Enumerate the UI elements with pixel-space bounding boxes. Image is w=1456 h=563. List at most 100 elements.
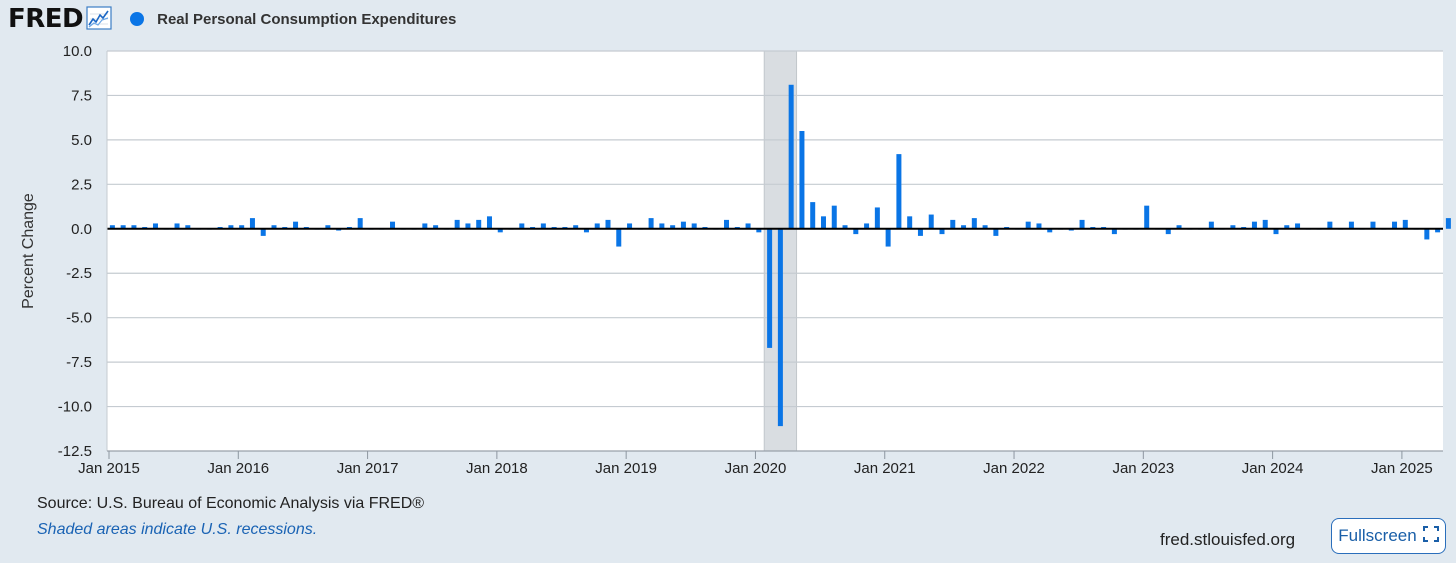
bar [1370,221,1376,229]
bar [864,223,870,229]
bar [476,219,482,229]
bar [777,228,783,427]
x-tick-label: Jan 2018 [466,460,528,477]
bar [1445,218,1451,229]
bar [454,219,460,229]
bar [950,219,956,229]
bar [109,225,115,229]
bar [390,221,396,229]
bar [1402,219,1408,229]
bar [293,221,299,229]
bar [874,207,880,229]
bar [1165,228,1171,235]
bar [1348,221,1354,229]
x-tick-label: Jan 2020 [725,460,787,477]
bar [971,218,977,229]
bar [185,225,191,229]
bar [1079,219,1085,229]
bar [1284,225,1290,229]
bar [486,216,492,229]
bar [767,228,773,348]
x-tick-label: Jan 2019 [595,460,657,477]
site-link[interactable]: fred.stlouisfed.org [1160,530,1296,549]
bar [519,223,525,229]
bar [1392,221,1398,229]
bar [1251,221,1257,229]
bar [616,228,622,247]
bar [1144,205,1150,229]
y-tick-label: 0.0 [71,221,92,238]
bar [1435,228,1441,233]
bar [497,228,503,233]
x-tick-label: Jan 2017 [337,460,399,477]
bar [885,228,891,247]
x-tick-label: Jan 2025 [1371,460,1433,477]
bar [1047,228,1053,233]
y-tick-label: 2.5 [71,176,92,193]
bar [1111,228,1117,235]
bar [961,225,967,229]
bar [799,131,805,229]
expand-icon [1422,525,1439,547]
bar [1025,221,1031,229]
fred-logo[interactable]: FRED [8,4,84,34]
bar [260,228,266,236]
bar [993,228,999,236]
bar [1273,228,1279,235]
legend-dot [130,12,145,26]
bar [1036,223,1042,229]
bar [174,223,180,229]
bar [896,154,902,229]
recession-note: Shaded areas indicate U.S. recessions. [37,521,318,538]
x-tick-label: Jan 2016 [207,460,269,477]
bar [680,221,686,229]
bar [724,219,730,229]
bar [810,202,816,229]
bar [594,223,600,229]
bar [756,228,762,233]
bar [1295,223,1301,229]
fullscreen-button[interactable]: Fullscreen [1331,518,1446,554]
x-tick-label: Jan 2022 [983,460,1045,477]
bar [939,228,945,235]
bar [465,223,471,229]
source-note: Source: U.S. Bureau of Economic Analysis… [37,495,425,512]
bar [249,218,255,229]
bar [691,223,697,229]
bar [648,218,654,229]
bar [325,225,331,229]
bar [842,225,848,229]
bar [788,84,794,229]
bar [917,228,923,236]
bar [627,223,633,229]
bar [120,225,126,229]
bar [228,225,234,229]
bar [239,225,245,229]
y-tick-label: 7.5 [71,87,92,104]
bar [659,223,665,229]
bar [907,216,913,229]
bar [820,216,826,229]
bar [131,225,137,229]
x-tick-label: Jan 2021 [854,460,916,477]
x-tick-label: Jan 2024 [1242,460,1304,477]
bar [831,205,837,229]
bar [357,218,363,229]
bar [433,225,439,229]
bar [1327,221,1333,229]
legend-series-label: Real Personal Consumption Expenditures [157,10,457,28]
bar [1424,228,1430,240]
y-tick-label: -5.0 [66,310,92,327]
bar [745,223,751,229]
chart-area: 10.07.55.02.50.0-2.5-5.0-7.5-10.0-12.5Ja… [20,43,1451,477]
y-tick-label: -10.0 [58,399,92,416]
chart-header: FRED Real Personal Consumption Expenditu… [8,4,456,34]
bar [152,223,158,229]
bar [583,228,589,233]
x-tick-label: Jan 2015 [78,460,140,477]
bar [1208,221,1214,229]
bar [928,214,934,229]
y-tick-label: 5.0 [71,132,92,149]
bar [982,225,988,229]
bar [853,228,859,235]
